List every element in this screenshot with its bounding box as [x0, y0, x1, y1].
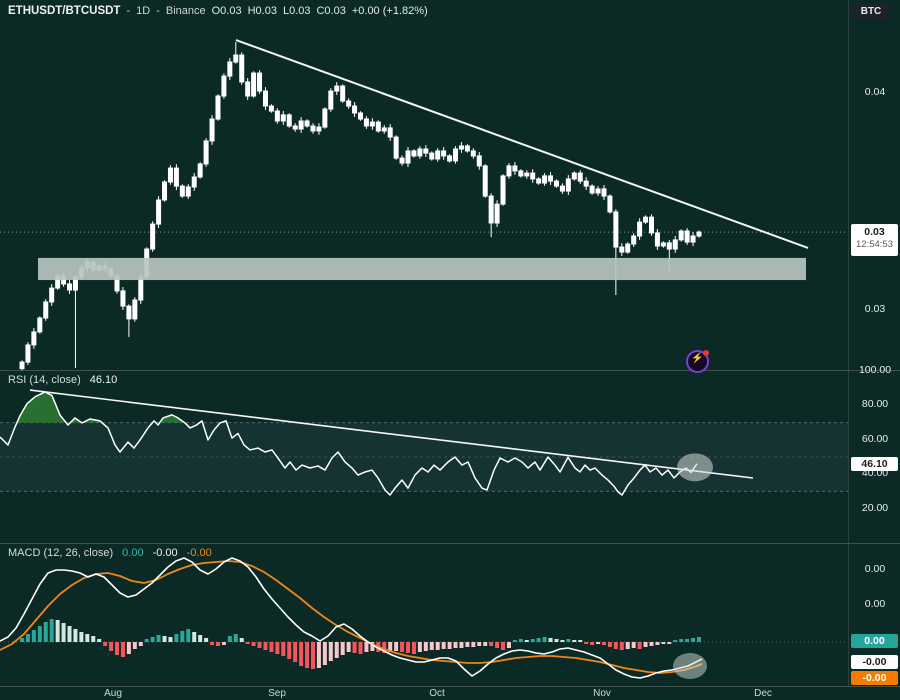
rsi-overbought-fill [17, 391, 67, 423]
close-value: C0.03 [316, 5, 346, 17]
lightning-badge-icon[interactable]: ⚡ [686, 350, 709, 373]
symbol-legend-bar: ETHUSDT/BTCUSDT - 1D - Binance O0.03 H0.… [8, 5, 428, 17]
rsi-overbought-fill [82, 418, 102, 423]
rsi-legend: RSI (14, close) 46.10 [8, 374, 117, 386]
currency-toggle-button[interactable]: BTC [852, 4, 890, 20]
open-value: O0.03 [211, 5, 242, 17]
macd-value-tag: 0.00 [851, 634, 898, 648]
rsi-breakout-highlight[interactable] [677, 453, 713, 482]
macd-value-tag: -0.00 [851, 671, 898, 685]
macd-signal-line [0, 560, 703, 674]
macd-axis-label[interactable]: 0.00 [864, 563, 886, 575]
rsi-trendline[interactable] [29, 389, 754, 479]
macd-line-value: -0.00 [152, 547, 178, 559]
symbol-title[interactable]: ETHUSDT/BTCUSDT [8, 5, 121, 17]
current-price-value: 0.03 [864, 226, 885, 238]
lightning-bolt-glyph: ⚡ [691, 353, 704, 364]
rsi-line [0, 391, 698, 496]
rsi-value-tag: 46.10 [851, 457, 898, 471]
month-label: Dec [754, 688, 772, 699]
rsi-overbought-fill [159, 414, 185, 423]
legend-separator: - [156, 5, 160, 17]
macd-cross-highlight[interactable] [673, 653, 707, 679]
month-label: Sep [268, 688, 286, 699]
month-label: Aug [104, 688, 122, 699]
macd-histogram-value: 0.00 [122, 547, 144, 559]
macd-signal-value: -0.00 [186, 547, 212, 559]
macd-axis-label[interactable]: 0.00 [864, 598, 886, 610]
macd-histogram [20, 619, 702, 669]
high-value: H0.03 [247, 5, 277, 17]
month-label: Oct [429, 688, 445, 699]
price-trendline[interactable] [235, 39, 809, 249]
price-axis-label[interactable]: 0.03 [864, 303, 886, 315]
macd-legend: MACD (12, 26, close) 0.00 -0.00 -0.00 [8, 547, 212, 559]
macd-title[interactable]: MACD (12, 26, close) [8, 547, 114, 559]
price-axis-label[interactable]: 0.04 [864, 86, 886, 98]
rsi-axis-label[interactable]: 100.00 [858, 364, 892, 376]
candle-countdown: 12:54:53 [856, 239, 893, 251]
change-value: +0.00 (+1.82%) [351, 5, 428, 17]
current-price-tag: 0.03 12:54:53 [851, 224, 898, 256]
rsi-current-value: 46.10 [89, 374, 118, 386]
support-zone-rectangle[interactable] [38, 257, 806, 281]
rsi-axis-label[interactable]: 80.00 [861, 398, 889, 411]
notification-dot [703, 350, 709, 356]
candles [19, 42, 702, 371]
rsi-title[interactable]: RSI (14, close) [8, 374, 81, 386]
timeframe-label[interactable]: 1D [136, 5, 151, 17]
rsi-axis-label[interactable]: 20.00 [861, 501, 889, 514]
low-value: L0.03 [282, 5, 311, 17]
macd-value-tag: -0.00 [851, 655, 898, 669]
legend-separator: - [126, 5, 131, 17]
rsi-axis-label[interactable]: 60.00 [861, 432, 889, 445]
month-label: Nov [593, 688, 611, 699]
exchange-label: Binance [165, 5, 206, 17]
macd-line [0, 557, 703, 679]
